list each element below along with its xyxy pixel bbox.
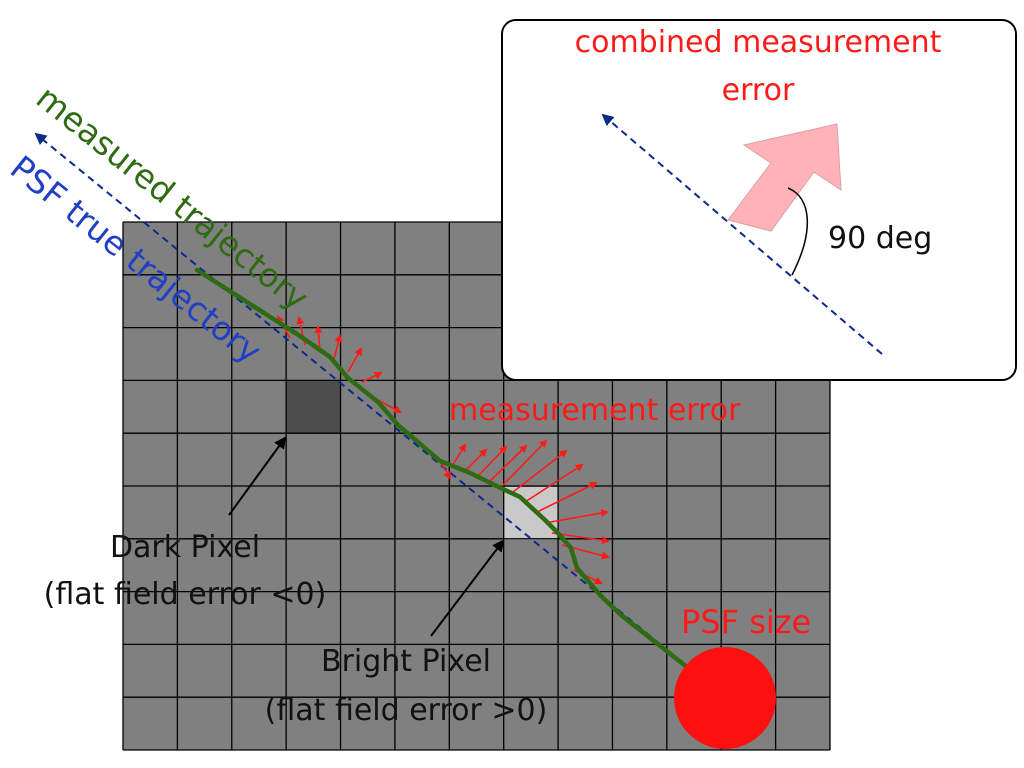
measurement-error-label: measurement error (449, 393, 741, 428)
measured-trajectory-line (194, 267, 719, 693)
error-arrow (451, 443, 467, 467)
bright-pixel-label: Bright Pixel (321, 644, 491, 679)
error-arrow (534, 482, 598, 514)
measurement-error-arrows (277, 315, 610, 585)
dark-pixel-note: (flat field error <0) (44, 577, 327, 612)
right-angle-bracket (787, 187, 809, 276)
inset-true-trajectory-line (601, 113, 883, 355)
psf-size-label: PSF size (681, 603, 811, 641)
bright-pixel-pointer (430, 539, 505, 637)
error-arrow (464, 448, 488, 472)
dark-pixel (286, 381, 340, 434)
error-arrow (512, 449, 568, 493)
grid-lines (122, 221, 831, 751)
dark-pixel-pointer (228, 436, 287, 516)
inset-title-line2: error (722, 73, 795, 108)
error-arrow (489, 444, 528, 482)
error-arrow (377, 399, 402, 413)
combined-error-arrow (727, 123, 842, 232)
error-arrow (347, 347, 362, 373)
angle-label: 90 deg (828, 221, 932, 256)
error-arrow (333, 334, 343, 360)
error-arrow (477, 445, 508, 477)
error-arrow (361, 371, 383, 383)
combined-error-inset: combined measurement error 90 deg (501, 19, 1017, 381)
psf-disk (674, 647, 776, 749)
inset-title-line1: combined measurement (575, 25, 942, 60)
error-arrow (501, 439, 548, 487)
dark-pixel-label: Dark Pixel (110, 530, 260, 565)
error-arrow (524, 463, 584, 503)
bright-pixel-note: (flat field error >0) (265, 693, 548, 728)
error-arrow (544, 509, 609, 524)
